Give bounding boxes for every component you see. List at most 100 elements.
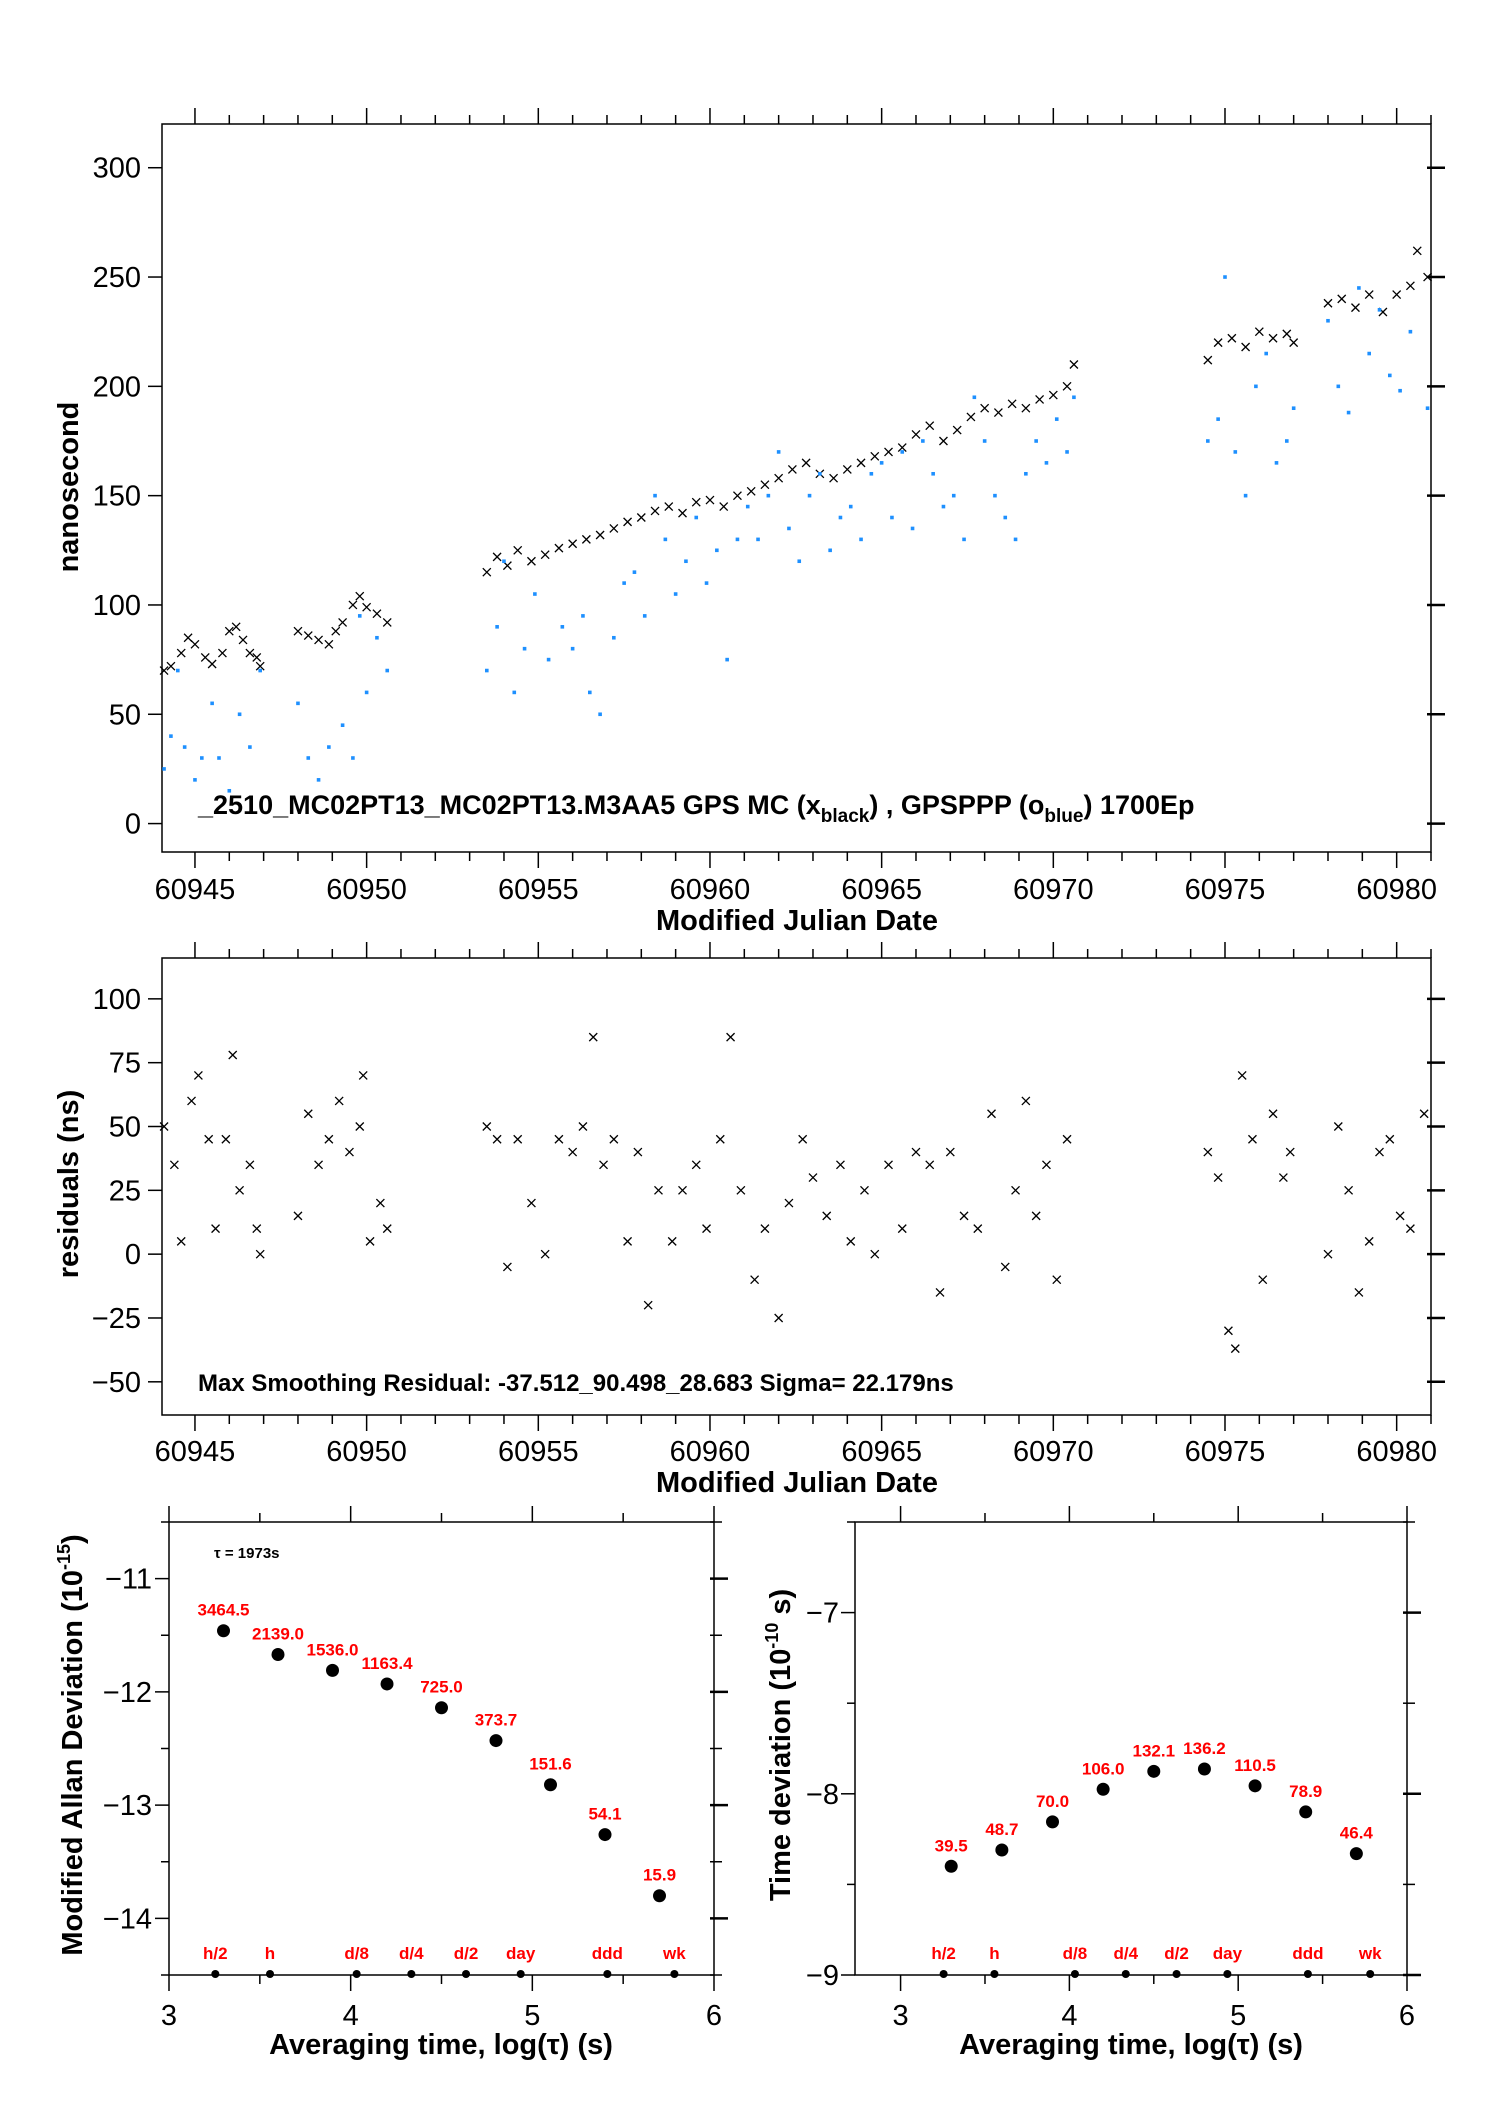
- interval-label: d/4: [399, 1944, 424, 1963]
- data-point-o: [1284, 439, 1289, 443]
- data-point-o: [485, 668, 489, 673]
- data-point-o: [1254, 384, 1258, 389]
- data-point-x: [365, 1236, 375, 1246]
- data-point-o: [340, 723, 345, 728]
- data-point-x: [169, 1160, 179, 1170]
- data-point-o: [1425, 406, 1430, 411]
- data-point-o: [200, 756, 204, 760]
- data-point-o: [210, 701, 214, 706]
- data-label: 110.5: [1234, 1756, 1276, 1775]
- interval-marker: [1172, 1970, 1181, 1978]
- data-point-x: [245, 1160, 255, 1170]
- data-point-o: [217, 756, 221, 760]
- data-point-o: [735, 537, 740, 542]
- data-point-o: [1377, 308, 1382, 312]
- data-point-x: [588, 1032, 598, 1042]
- data-point-o: [248, 745, 252, 749]
- data-point-o: [588, 690, 592, 695]
- data-point-o: [512, 690, 517, 695]
- data-point-x: [193, 1070, 203, 1080]
- y-tick-label: 50: [109, 699, 141, 731]
- data-point-x: [808, 1173, 818, 1183]
- data-point-x: [980, 403, 990, 413]
- y-tick-label: −9: [806, 1960, 839, 1992]
- data-point-x: [856, 458, 866, 468]
- x-tick-label: 60945: [155, 1436, 236, 1468]
- data-point-x: [492, 552, 502, 562]
- data-point-o: [327, 745, 331, 749]
- data-point-x: [842, 464, 852, 474]
- data-point-x: [1323, 298, 1333, 308]
- data-point: [1096, 1782, 1110, 1796]
- data-point-x: [760, 1224, 770, 1234]
- x-tick-label: 5: [524, 2000, 540, 2032]
- data-point-x: [1344, 1185, 1354, 1195]
- data-point-x: [1035, 394, 1045, 404]
- data-point-x: [540, 550, 550, 560]
- data-point-o: [745, 504, 750, 509]
- data-point-x: [231, 622, 241, 632]
- interval-marker: [670, 1970, 679, 1978]
- data-point-x: [204, 1134, 214, 1144]
- interval-marker: [407, 1970, 416, 1978]
- residual-annotation: Max Smoothing Residual: -37.512_90.498_2…: [198, 1370, 954, 1397]
- data-label: 725.0: [420, 1678, 463, 1697]
- data-point-x: [784, 1198, 794, 1208]
- data-point-x: [945, 1147, 955, 1157]
- data-point-x: [1278, 1173, 1288, 1183]
- allan-deviation-plot: 3 4 5 6 −11 −12 −13 −14 3464.52139.01536.01163.4…: [103, 1506, 728, 2032]
- data-point-o: [776, 450, 781, 454]
- y-axis-title: Time deviation (10-10 s): [762, 1589, 797, 1901]
- data-point-o: [807, 493, 812, 498]
- data-point-x: [1203, 355, 1213, 365]
- data-point-o: [1326, 318, 1330, 323]
- data-point-x: [1337, 294, 1347, 304]
- x-tick-label: 60945: [155, 874, 236, 906]
- data-point-x: [732, 491, 742, 501]
- interval-label: d/2: [1164, 1944, 1189, 1963]
- data-point-x: [1000, 1262, 1010, 1272]
- data-point-x: [513, 545, 523, 555]
- y-tick-label: 100: [93, 590, 141, 622]
- data-point-x: [1213, 1173, 1223, 1183]
- data-point-x: [860, 1185, 869, 1195]
- data-point-x: [324, 1134, 334, 1144]
- data-point-x: [1392, 290, 1402, 299]
- data-point-o: [642, 614, 647, 618]
- data-point-x: [293, 1211, 303, 1221]
- data-point-x: [595, 530, 605, 540]
- data-point-o: [560, 625, 565, 629]
- interval-label: h/2: [203, 1944, 228, 1963]
- data-point-x: [884, 1160, 893, 1170]
- interval-marker: [1223, 1970, 1232, 1978]
- data-point-o: [533, 592, 537, 596]
- data-point-x: [1213, 338, 1223, 348]
- x-axis-title: Averaging time, log(τ) (s): [269, 2029, 613, 2061]
- data-point: [1299, 1805, 1313, 1819]
- data-point-x: [746, 486, 756, 496]
- data-point-x: [1031, 1211, 1041, 1221]
- data-point-x: [303, 1109, 313, 1119]
- x-tick-label: 6: [1399, 2000, 1415, 2032]
- plot-frame: [854, 1521, 1408, 1976]
- data-point-o: [1003, 515, 1008, 520]
- x-tick-label: 60960: [670, 1436, 751, 1468]
- data-point-o: [227, 788, 232, 793]
- data-point-o: [818, 471, 822, 476]
- data-point-x: [1203, 1147, 1213, 1157]
- data-point: [1248, 1779, 1262, 1793]
- interval-marker: [939, 1970, 948, 1978]
- data-point-o: [1013, 537, 1018, 542]
- data-point-x: [159, 1122, 169, 1131]
- data-point-o: [921, 439, 925, 443]
- data-point-o: [1387, 373, 1392, 378]
- interval-label: d/8: [344, 1944, 369, 1963]
- data-point-x: [221, 1134, 231, 1144]
- data-point-x: [643, 1300, 653, 1310]
- data-point-o: [296, 701, 300, 706]
- interval-label: h/2: [931, 1944, 956, 1963]
- data-point-x: [1230, 1344, 1240, 1354]
- x-tick-label: 4: [1061, 2000, 1077, 2032]
- data-point: [1046, 1815, 1060, 1829]
